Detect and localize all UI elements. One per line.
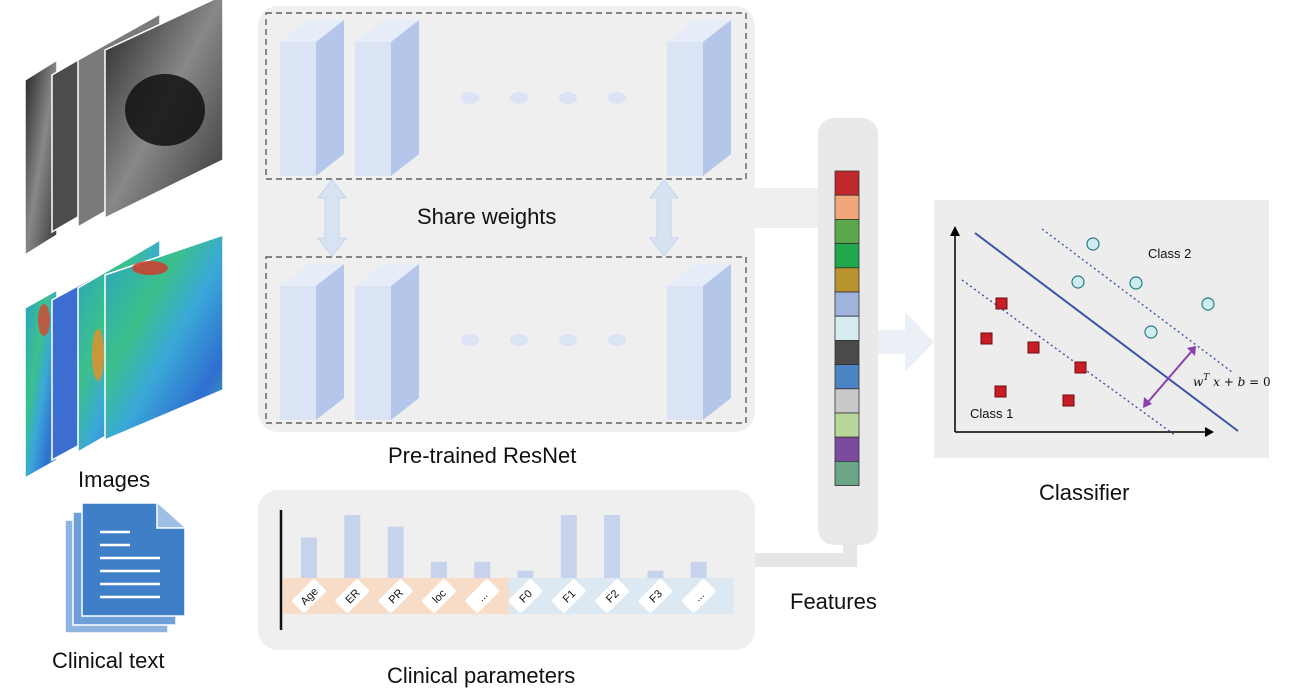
class1-point (995, 297, 1008, 310)
feature-cell (834, 460, 860, 486)
clinical-bar-label: F1 (551, 579, 586, 613)
ellipsis-dot (608, 92, 626, 104)
cnn-blocks (280, 20, 731, 420)
feature-vector (834, 170, 860, 486)
ellipsis-dot (461, 334, 479, 346)
clinical-bar-chart: Age ER PR loc... F0 F1 F2 F3... (292, 515, 716, 613)
resnet-label: Pre-trained ResNet (388, 443, 577, 468)
document-icon (64, 502, 186, 634)
classifier-panel: Class 2 Class 1 wT x + b = 0 (934, 200, 1271, 458)
bottom-resnet-branch (265, 256, 747, 424)
class2-point (1071, 275, 1085, 289)
clinical-bar (387, 526, 404, 578)
clinical-bar-label: PR (378, 579, 413, 613)
class2-point (1086, 237, 1100, 251)
class1-label: Class 1 (970, 406, 1013, 421)
feature-cell (834, 243, 860, 269)
clinical-bar (690, 561, 707, 578)
ellipsis-dot (608, 334, 626, 346)
class2-point (1129, 276, 1143, 290)
images-label: Images (78, 467, 151, 492)
margin-arrow (1147, 351, 1192, 403)
class1-point (1027, 341, 1040, 354)
class2-point (1201, 297, 1215, 311)
decision-boundary (974, 232, 1239, 432)
clinical-bar-label: F3 (638, 579, 673, 613)
feature-cell (834, 291, 860, 317)
clinical-bar (344, 515, 361, 578)
top-resnet-branch (265, 12, 747, 180)
feature-cell (834, 315, 860, 341)
clinical-bar (647, 570, 664, 578)
margin-lower (961, 279, 1177, 437)
heatmap-image-stack (24, 233, 224, 480)
class1-point (1074, 361, 1087, 374)
ellipsis-dot (461, 92, 479, 104)
feature-cell (834, 388, 860, 414)
clinical-bar-label: Age (292, 579, 326, 613)
feature-cell (834, 412, 860, 438)
class1-point (1062, 394, 1075, 407)
clinical-text-label: Clinical text (52, 648, 165, 673)
ellipsis-dot (559, 334, 577, 346)
conv-block (280, 264, 344, 420)
feature-cell (834, 218, 860, 244)
feature-cell (834, 364, 860, 390)
conv-block (667, 264, 731, 420)
clinical-bar-label: loc (422, 579, 456, 613)
connector-lines (750, 188, 934, 567)
features-label: Features (790, 589, 877, 614)
clinical-bar (474, 561, 491, 578)
class1-points (980, 297, 1087, 407)
class2-point (1144, 325, 1158, 339)
ellipsis-dot (510, 334, 528, 346)
clinical-bar (517, 570, 534, 578)
ellipsis-dot (559, 92, 577, 104)
clinical-bar (604, 515, 621, 578)
conv-block (355, 264, 419, 420)
clinical-bar-label: F0 (508, 579, 543, 613)
feature-cell (834, 194, 860, 220)
clinical-params-panel (258, 490, 755, 650)
class1-point (980, 332, 993, 345)
clinical-bar (560, 515, 577, 578)
feature-cell (834, 436, 860, 462)
clinical-bar-label: F2 (595, 579, 629, 613)
hyperplane-equation: wT x + b = 0 (1193, 373, 1271, 389)
conv-block (280, 20, 344, 176)
clinical-bar (301, 537, 317, 578)
share-weights-label: Share weights (417, 204, 557, 229)
class2-label: Class 2 (1148, 246, 1191, 261)
clinical-parameters-label: Clinical parameters (387, 663, 576, 688)
class2-points (1071, 237, 1215, 339)
classifier-label: Classifier (1039, 480, 1130, 505)
arrow-to-classifier (878, 312, 934, 372)
feature-cell (834, 267, 860, 293)
clinical-bar-label: ... (681, 579, 716, 613)
clinical-bar (430, 561, 447, 578)
clinical-bar-label: ... (465, 579, 500, 613)
feature-cell (834, 170, 860, 196)
class1-point (994, 385, 1007, 398)
clinical-bar-label: ER (335, 579, 370, 613)
feature-cell (834, 339, 860, 365)
conv-block (355, 20, 419, 176)
conv-block (667, 20, 731, 176)
ultrasound-image-stack (24, 0, 224, 257)
ellipsis-dot (510, 92, 528, 104)
share-weights-arrows (316, 179, 680, 257)
